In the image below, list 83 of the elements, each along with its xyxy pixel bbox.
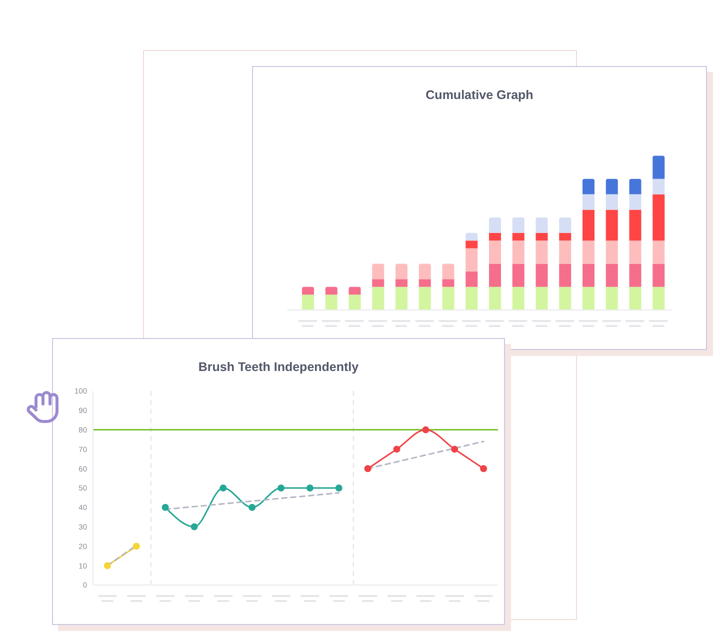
bar bbox=[536, 286, 548, 310]
bar bbox=[489, 264, 501, 287]
bar bbox=[606, 286, 618, 310]
bar bbox=[582, 194, 594, 210]
point bbox=[480, 465, 488, 472]
bar bbox=[489, 232, 501, 241]
bar bbox=[536, 217, 548, 233]
bar bbox=[442, 286, 454, 310]
bar bbox=[396, 286, 408, 310]
bar bbox=[652, 156, 665, 179]
bar bbox=[418, 264, 431, 280]
bar bbox=[582, 210, 594, 241]
bar bbox=[536, 264, 548, 287]
chart-title: Cumulative Graph bbox=[424, 88, 534, 102]
bar bbox=[652, 240, 665, 264]
bar bbox=[512, 240, 524, 264]
bar bbox=[606, 264, 618, 287]
bar bbox=[302, 286, 314, 295]
bar bbox=[348, 286, 361, 295]
point bbox=[132, 542, 140, 550]
bar bbox=[466, 286, 478, 310]
bar bbox=[652, 194, 665, 241]
point bbox=[104, 562, 111, 570]
bar bbox=[606, 194, 618, 210]
bar bbox=[606, 178, 618, 194]
point bbox=[190, 523, 198, 530]
bar bbox=[512, 232, 524, 241]
bar bbox=[372, 286, 384, 310]
point bbox=[393, 446, 400, 453]
bar bbox=[629, 178, 642, 194]
bar bbox=[629, 286, 642, 310]
bar bbox=[559, 286, 572, 310]
bar bbox=[582, 286, 594, 310]
point bbox=[248, 504, 256, 511]
point bbox=[306, 484, 314, 492]
bar bbox=[629, 194, 642, 210]
bar bbox=[396, 279, 408, 287]
bar bbox=[396, 264, 408, 280]
bar bbox=[512, 217, 524, 233]
point bbox=[278, 484, 285, 492]
bar bbox=[442, 264, 454, 280]
bar bbox=[606, 210, 618, 241]
chart-title: Brush Teeth Independently bbox=[197, 360, 360, 374]
bar bbox=[466, 271, 478, 287]
point bbox=[220, 484, 227, 492]
point bbox=[335, 484, 342, 492]
bar bbox=[466, 248, 478, 272]
bar bbox=[582, 264, 594, 287]
bar bbox=[325, 286, 338, 295]
bar bbox=[606, 240, 618, 264]
bar bbox=[489, 286, 501, 310]
bar bbox=[559, 232, 572, 241]
bar bbox=[372, 264, 384, 280]
bar bbox=[582, 240, 594, 264]
bar bbox=[536, 240, 548, 264]
bar bbox=[372, 279, 384, 287]
bar bbox=[652, 178, 665, 194]
bar bbox=[629, 240, 642, 264]
bar bbox=[582, 178, 594, 194]
bar bbox=[348, 294, 361, 310]
bar bbox=[302, 294, 314, 310]
bar bbox=[466, 240, 478, 248]
bar bbox=[418, 279, 431, 287]
point bbox=[451, 446, 458, 453]
bar bbox=[629, 264, 642, 287]
bar bbox=[559, 217, 572, 233]
bar bbox=[466, 232, 478, 241]
bar bbox=[652, 286, 665, 310]
point bbox=[364, 465, 372, 472]
bar bbox=[652, 264, 665, 287]
bar bbox=[512, 286, 524, 310]
bar bbox=[418, 286, 431, 310]
bar bbox=[489, 240, 501, 264]
bar bbox=[489, 217, 501, 233]
bar bbox=[559, 264, 572, 287]
point bbox=[422, 426, 430, 434]
point bbox=[162, 504, 169, 511]
bar bbox=[325, 294, 338, 310]
bar bbox=[442, 279, 454, 287]
bar bbox=[512, 264, 524, 287]
bar bbox=[629, 210, 642, 241]
bar bbox=[536, 232, 548, 241]
bar bbox=[559, 240, 572, 264]
